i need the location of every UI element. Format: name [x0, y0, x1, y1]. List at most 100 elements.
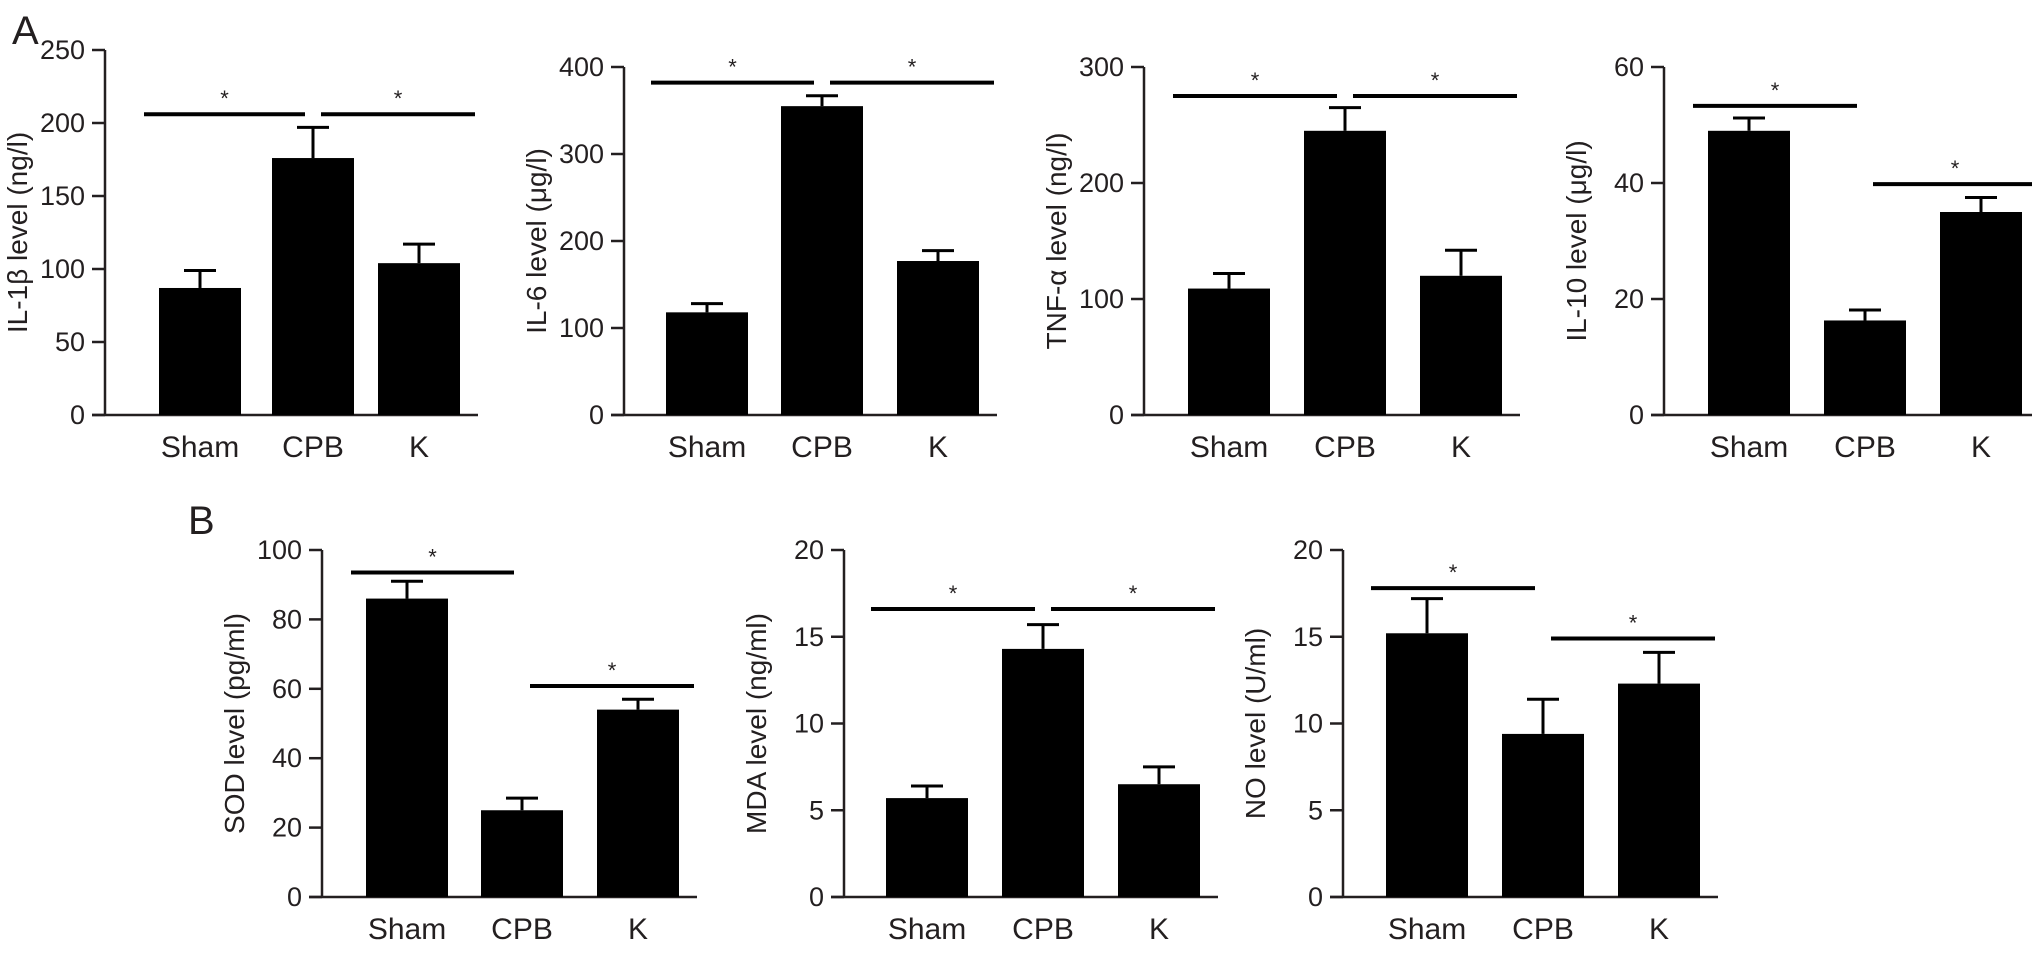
chart-6: 0 5 10 15 20 MDA level (ng/ml) Sham CPB K * * — [741, 535, 1218, 946]
bar-sham — [1386, 633, 1468, 897]
y-tick-label: 400 — [559, 52, 604, 82]
y-tick-label: 20 — [794, 535, 824, 565]
category-label: CPB — [1314, 431, 1376, 464]
category-label: K — [628, 913, 648, 946]
category-label: Sham — [1388, 913, 1466, 946]
category-label: Sham — [668, 431, 746, 464]
y-tick-label: 100 — [257, 535, 302, 565]
category-label: K — [1451, 431, 1471, 464]
y-tick-label: 20 — [1293, 535, 1323, 565]
y-tick-label: 50 — [55, 327, 85, 357]
y-tick-label: 20 — [272, 813, 302, 843]
bar-k — [1420, 275, 1502, 415]
bar-cpb — [481, 810, 563, 897]
chart-1: 0 50 100 150 200 250 IL-1β level (ng/l) Sham CPB… — [2, 35, 478, 464]
y-tick-label: 200 — [1079, 168, 1124, 198]
y-tick-label: 300 — [559, 139, 604, 169]
y-tick-label: 40 — [1614, 168, 1644, 198]
category-label: Sham — [1710, 431, 1788, 464]
y-tick-label: 15 — [794, 622, 824, 652]
y-tick-label: 60 — [272, 674, 302, 704]
y-tick-label: 0 — [589, 400, 604, 430]
bar-k — [1940, 212, 2022, 415]
y-tick-label: 100 — [40, 254, 85, 284]
bar-cpb — [781, 106, 863, 416]
y-tick-label: 300 — [1079, 52, 1124, 82]
y-tick-label: 200 — [559, 226, 604, 256]
y-tick-label: 0 — [1308, 882, 1323, 912]
chart-5: 0 20 40 60 80 100 SOD level (pg/ml) Sham CPB K * * — [219, 535, 697, 946]
bar-k — [597, 709, 679, 897]
significance-star: * — [728, 55, 737, 80]
significance-star: * — [394, 86, 403, 111]
y-tick-label: 0 — [1109, 400, 1124, 430]
chart-7: 0 5 10 15 20 NO level (U/ml) Sham CPB K * * — [1240, 535, 1718, 946]
y-tick-label: 0 — [70, 400, 85, 430]
y-tick-label: 10 — [1293, 709, 1323, 739]
y-tick-label: 250 — [40, 35, 85, 65]
category-label: CPB — [1834, 431, 1896, 464]
bar-cpb — [1304, 130, 1386, 416]
bar-sham — [1188, 288, 1270, 415]
chart-4: 0 20 40 60 IL-10 level (μg/l) Sham CPB K * * — [1561, 52, 2032, 464]
category-label: K — [1149, 913, 1169, 946]
significance-star: * — [1129, 581, 1138, 606]
category-label: K — [1971, 431, 1991, 464]
bar-sham — [1708, 130, 1790, 416]
panel-label-a: A — [12, 9, 39, 53]
category-label: Sham — [368, 913, 446, 946]
y-tick-label: 40 — [272, 743, 302, 773]
bar-k — [1118, 784, 1200, 897]
y-tick-label: 15 — [1293, 622, 1323, 652]
category-label: CPB — [1012, 913, 1074, 946]
y-tick-label: 80 — [272, 604, 302, 634]
y-axis-title: IL-10 level (μg/l) — [1561, 140, 1592, 341]
y-axis-title: MDA level (ng/ml) — [741, 613, 772, 834]
y-tick-label: 10 — [794, 709, 824, 739]
y-tick-label: 0 — [287, 882, 302, 912]
bar-k — [378, 263, 460, 415]
y-tick-label: 5 — [809, 795, 824, 825]
bar-sham — [159, 287, 241, 415]
significance-star: * — [1251, 68, 1260, 93]
y-axis-title: TNF-α level (ng/l) — [1041, 133, 1072, 350]
significance-star: * — [1449, 560, 1458, 585]
significance-star: * — [1771, 78, 1780, 103]
y-tick-label: 0 — [809, 882, 824, 912]
chart-2: 0 100 200 300 400 IL-6 level (μg/l) Sham CPB K * * — [521, 52, 997, 464]
bar-k — [1618, 683, 1700, 897]
significance-star: * — [949, 581, 958, 606]
bar-cpb — [1502, 733, 1584, 897]
significance-star: * — [908, 55, 917, 80]
y-tick-label: 20 — [1614, 284, 1644, 314]
significance-star: * — [1629, 610, 1638, 635]
category-label: K — [409, 431, 429, 464]
bar-cpb — [1002, 648, 1084, 897]
y-axis-title: IL-6 level (μg/l) — [521, 148, 552, 334]
significance-star: * — [1431, 68, 1440, 93]
significance-star: * — [608, 658, 617, 683]
y-tick-label: 5 — [1308, 795, 1323, 825]
bar-cpb — [1824, 320, 1906, 415]
bar-sham — [886, 798, 968, 897]
y-tick-label: 0 — [1629, 400, 1644, 430]
y-axis-title: SOD level (pg/ml) — [219, 613, 250, 834]
y-tick-label: 150 — [40, 181, 85, 211]
chart-3: 0 100 200 300 TNF-α level (ng/l) Sham CPB K * * — [1041, 52, 1520, 464]
category-label: CPB — [491, 913, 553, 946]
category-label: Sham — [1190, 431, 1268, 464]
category-label: CPB — [282, 431, 344, 464]
y-tick-label: 100 — [559, 313, 604, 343]
y-axis-title: NO level (U/ml) — [1240, 628, 1271, 819]
category-label: K — [928, 431, 948, 464]
y-tick-label: 200 — [40, 108, 85, 138]
y-axis-title: IL-1β level (ng/l) — [2, 132, 33, 333]
bar-k — [897, 261, 979, 415]
category-label: CPB — [791, 431, 853, 464]
category-label: Sham — [161, 431, 239, 464]
category-label: Sham — [888, 913, 966, 946]
bar-sham — [666, 312, 748, 415]
bar-cpb — [272, 158, 354, 416]
y-tick-label: 60 — [1614, 52, 1644, 82]
